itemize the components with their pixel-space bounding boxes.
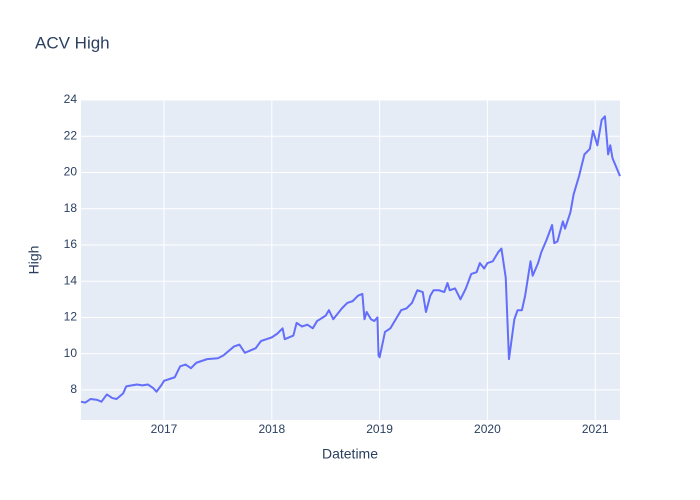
y-tick-label: 20: [64, 165, 78, 179]
y-tick-label: 12: [64, 310, 78, 324]
x-axis-title: Datetime: [322, 446, 378, 462]
x-tick-label: 2017: [151, 422, 178, 436]
y-tick-label: 22: [64, 128, 78, 142]
y-tick-label: 10: [64, 346, 78, 360]
x-tick-label: 2018: [258, 422, 285, 436]
y-tick-label: 24: [64, 92, 78, 106]
line: [80, 115, 621, 404]
y-tick-label: 8: [70, 382, 77, 396]
chart-title: ACV High: [35, 33, 110, 52]
plot-area: [81, 100, 620, 420]
y-tick-label: 18: [64, 201, 78, 215]
x-tick-label: 2019: [366, 422, 393, 436]
y-axis-title: High: [26, 246, 42, 275]
x-tick-label: 2021: [582, 422, 609, 436]
y-tick-label: 14: [64, 273, 78, 287]
y-tick-label: 16: [64, 237, 78, 251]
x-tick-label: 2020: [474, 422, 501, 436]
